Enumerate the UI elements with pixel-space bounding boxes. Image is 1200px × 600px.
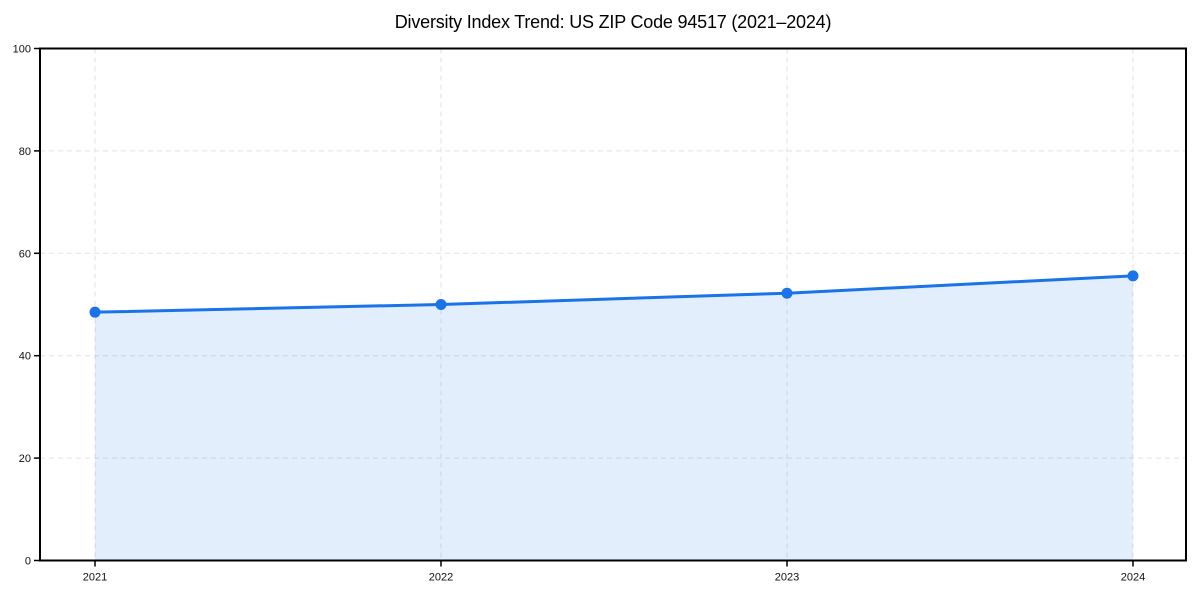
data-point — [435, 299, 447, 310]
x-tick-label: 2022 — [429, 572, 453, 584]
area-fill — [95, 275, 1133, 561]
y-tick-label: 60 — [19, 248, 31, 260]
y-tick-label: 0 — [25, 556, 31, 568]
y-tick-label: 40 — [19, 351, 31, 363]
data-point — [89, 306, 101, 318]
y-tick-label: 20 — [19, 453, 31, 465]
y-tick-label: 80 — [19, 146, 31, 158]
x-tick-label: 2021 — [83, 572, 107, 584]
data-point — [1127, 270, 1139, 282]
data-point — [781, 287, 793, 299]
chart-title: Diversity Index Trend: US ZIP Code 94517… — [394, 12, 832, 32]
x-tick-label: 2024 — [1121, 572, 1145, 584]
y-tick-label: 100 — [13, 44, 31, 56]
trend-line — [93, 274, 1135, 314]
x-tick-label: 2023 — [775, 572, 799, 584]
plot-border — [39, 47, 1187, 562]
